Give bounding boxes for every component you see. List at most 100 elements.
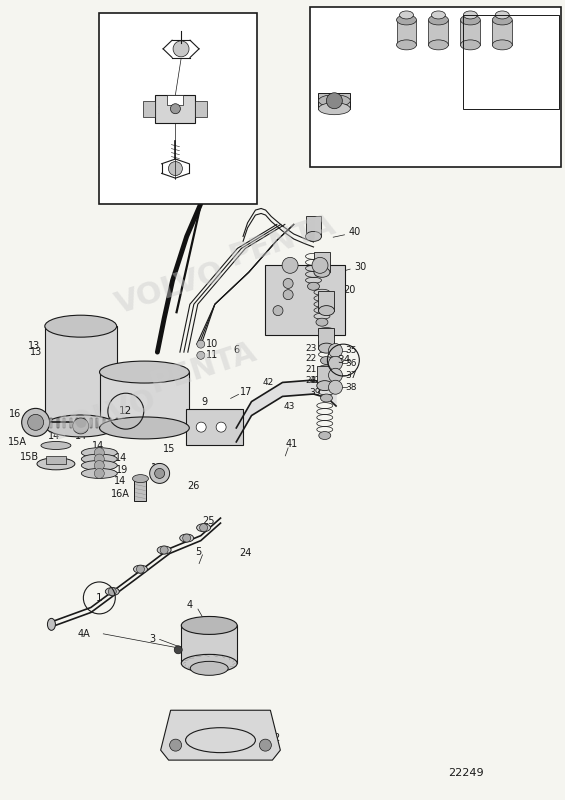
Text: 34: 34 <box>337 355 350 365</box>
Bar <box>319 93 350 109</box>
Ellipse shape <box>181 617 237 634</box>
Text: 37: 37 <box>346 370 357 380</box>
Text: 25: 25 <box>202 516 214 526</box>
Circle shape <box>94 448 105 458</box>
Circle shape <box>197 340 205 348</box>
Ellipse shape <box>317 381 333 390</box>
Text: 14: 14 <box>115 454 127 463</box>
Ellipse shape <box>81 448 118 458</box>
Circle shape <box>328 380 342 394</box>
Ellipse shape <box>432 11 445 19</box>
Circle shape <box>312 258 328 274</box>
Text: PENTA: PENTA <box>225 210 340 271</box>
Text: 38: 38 <box>346 382 357 392</box>
Text: 5: 5 <box>195 546 201 557</box>
Ellipse shape <box>81 454 118 464</box>
Circle shape <box>199 524 207 532</box>
Text: 6: 6 <box>233 345 240 354</box>
Ellipse shape <box>37 458 75 470</box>
Circle shape <box>328 368 342 382</box>
Text: 13: 13 <box>29 347 42 357</box>
Text: 18: 18 <box>151 463 163 473</box>
Bar <box>109 418 111 428</box>
Text: 16A: 16A <box>111 489 129 499</box>
Bar <box>314 252 330 272</box>
Circle shape <box>174 646 182 654</box>
Circle shape <box>328 356 342 370</box>
Ellipse shape <box>428 15 449 25</box>
Text: 13: 13 <box>28 341 41 350</box>
Text: 21: 21 <box>305 365 316 374</box>
Ellipse shape <box>197 524 211 532</box>
Bar <box>310 7 562 167</box>
Text: 7: 7 <box>160 387 166 397</box>
Text: 45: 45 <box>342 40 354 50</box>
Text: 26: 26 <box>187 481 199 491</box>
Bar <box>116 418 118 428</box>
Text: VOLVO: VOLVO <box>44 385 160 447</box>
Ellipse shape <box>306 231 321 242</box>
Circle shape <box>273 306 283 316</box>
Circle shape <box>283 278 293 289</box>
Text: 23: 23 <box>305 344 316 353</box>
Ellipse shape <box>81 469 118 478</box>
Text: 8: 8 <box>199 409 206 418</box>
Text: 28: 28 <box>216 163 228 174</box>
Text: 15A: 15A <box>8 438 27 447</box>
Bar <box>306 217 321 237</box>
Text: 14: 14 <box>48 431 60 441</box>
Ellipse shape <box>460 15 480 25</box>
Bar <box>63 418 66 428</box>
Circle shape <box>259 739 271 751</box>
Bar <box>45 326 116 426</box>
Ellipse shape <box>319 431 331 439</box>
Bar <box>134 478 146 501</box>
Bar <box>83 418 85 428</box>
Circle shape <box>173 41 189 57</box>
Text: 2: 2 <box>273 733 280 742</box>
Bar <box>96 418 98 428</box>
Ellipse shape <box>314 267 330 278</box>
Bar <box>46 456 66 464</box>
Bar <box>57 418 59 428</box>
Bar <box>155 94 195 122</box>
Ellipse shape <box>319 306 334 316</box>
Ellipse shape <box>133 565 147 573</box>
Text: VOLVO: VOLVO <box>111 257 228 319</box>
Ellipse shape <box>397 40 416 50</box>
Circle shape <box>328 343 342 358</box>
Ellipse shape <box>397 15 416 25</box>
Ellipse shape <box>132 474 149 482</box>
Bar <box>44 418 46 428</box>
Ellipse shape <box>492 40 512 50</box>
Text: 16: 16 <box>8 410 21 419</box>
Bar <box>492 20 512 45</box>
Ellipse shape <box>320 357 332 365</box>
Circle shape <box>283 290 293 300</box>
Bar <box>103 418 105 428</box>
Circle shape <box>73 418 89 434</box>
Text: 12: 12 <box>119 406 132 416</box>
Ellipse shape <box>463 11 477 19</box>
Circle shape <box>94 461 105 470</box>
Circle shape <box>216 422 226 432</box>
Bar <box>195 101 207 117</box>
Bar <box>167 94 184 105</box>
Bar <box>99 13 257 205</box>
Text: 1: 1 <box>96 593 103 603</box>
Polygon shape <box>160 710 280 760</box>
Circle shape <box>327 93 342 109</box>
Bar <box>99 372 189 428</box>
Ellipse shape <box>99 361 189 383</box>
Circle shape <box>168 162 182 175</box>
Text: 44: 44 <box>314 58 326 68</box>
Bar <box>460 20 480 45</box>
Text: 11: 11 <box>206 350 218 360</box>
Bar <box>144 101 155 117</box>
Bar <box>181 626 237 663</box>
Text: 42: 42 <box>310 375 321 385</box>
Ellipse shape <box>81 461 118 470</box>
Circle shape <box>170 739 181 751</box>
Text: 17: 17 <box>240 387 252 397</box>
Text: 14: 14 <box>114 476 127 486</box>
